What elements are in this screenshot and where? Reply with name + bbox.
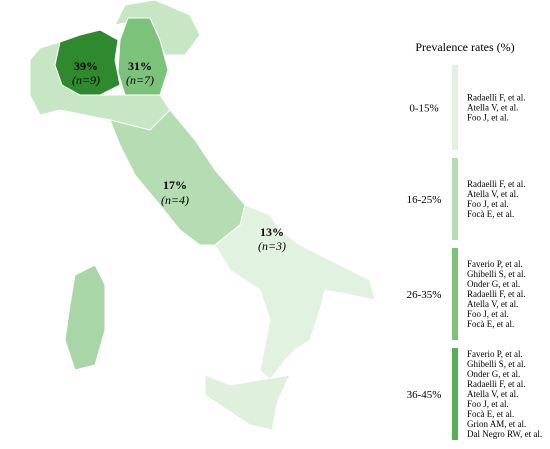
legend-ref: Foo J, et al.	[467, 113, 509, 123]
legend-swatch	[452, 65, 458, 150]
map	[29, 0, 376, 431]
legend-ref: Foo J, et al.	[467, 309, 509, 319]
legend: 0-15%Radaelli F, et al.Atella V, et al.F…	[407, 65, 542, 440]
legend-label: 16-25%	[407, 194, 442, 206]
legend-ref: Focà E, et al.	[467, 209, 514, 219]
legend-ref: Radaelli F, et al.	[467, 179, 526, 189]
region-value: 39%	[74, 59, 98, 73]
legend-ref: Foo J, et al.	[467, 399, 509, 409]
legend-ref: Onder G, et al.	[467, 369, 520, 379]
legend-ref: Radaelli F, et al.	[467, 289, 526, 299]
region-value: 31%	[128, 59, 152, 73]
region-sicily	[204, 374, 291, 431]
region-n: (n=7)	[126, 73, 154, 87]
legend-ref: Faverio P, et al.	[467, 259, 523, 269]
legend-ref: Atella V, et al.	[467, 189, 518, 199]
legend-ref: Atella V, et al.	[467, 299, 518, 309]
legend-title: Prevalence rates (%)	[415, 40, 514, 54]
region-n: (n=9)	[72, 73, 100, 87]
legend-ref: Radaelli F, et al.	[467, 93, 526, 103]
legend-ref: Atella V, et al.	[467, 389, 518, 399]
legend-ref: Dal Negro RW, et al.	[467, 429, 542, 439]
region-n: (n=3)	[258, 239, 286, 253]
legend-label: 26-35%	[407, 289, 442, 301]
legend-ref: Foo J, et al.	[467, 199, 509, 209]
region-lombardy	[54, 29, 121, 96]
legend-swatch	[452, 348, 458, 440]
legend-ref: Radaelli F, et al.	[467, 379, 526, 389]
region-n: (n=4)	[161, 193, 189, 207]
legend-ref: Focà E, et al.	[467, 319, 514, 329]
legend-ref: Onder G, et al.	[467, 279, 520, 289]
legend-ref: Grion AM, et al.	[467, 419, 526, 429]
legend-swatch	[452, 158, 458, 240]
legend-ref: Faverio P, et al.	[467, 349, 523, 359]
legend-ref: Ghibelli S, et al.	[467, 359, 526, 369]
region-value: 17%	[163, 178, 187, 192]
region-value: 13%	[260, 225, 284, 239]
legend-ref: Ghibelli S, et al.	[467, 269, 526, 279]
legend-swatch	[452, 248, 458, 340]
legend-ref: Atella V, et al.	[467, 103, 518, 113]
legend-label: 0-15%	[409, 103, 438, 115]
region-veneto	[117, 17, 169, 96]
region-sardinia	[64, 264, 106, 371]
region-south	[214, 204, 376, 381]
legend-label: 36-45%	[407, 389, 442, 401]
legend-ref: Focà E, et al.	[467, 409, 514, 419]
